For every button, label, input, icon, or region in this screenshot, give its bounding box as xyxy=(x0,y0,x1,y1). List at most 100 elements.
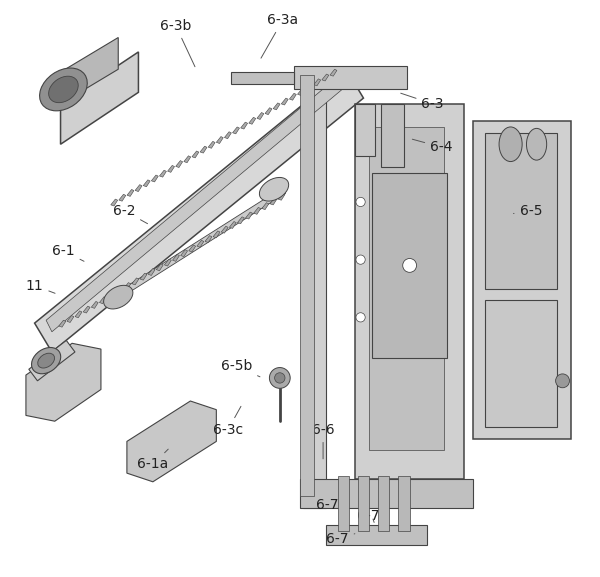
Ellipse shape xyxy=(49,76,78,103)
Polygon shape xyxy=(278,193,285,200)
Text: 6-5: 6-5 xyxy=(514,204,542,218)
Polygon shape xyxy=(273,103,280,110)
Polygon shape xyxy=(61,38,118,104)
Polygon shape xyxy=(29,340,75,381)
Polygon shape xyxy=(164,259,172,266)
Text: 6-7b: 6-7b xyxy=(316,498,347,517)
Polygon shape xyxy=(289,93,296,100)
Polygon shape xyxy=(26,343,101,421)
Polygon shape xyxy=(208,141,215,148)
Polygon shape xyxy=(83,306,90,313)
Polygon shape xyxy=(119,194,126,201)
Polygon shape xyxy=(184,156,191,163)
Polygon shape xyxy=(241,122,248,129)
Polygon shape xyxy=(132,278,139,285)
Polygon shape xyxy=(303,69,326,508)
Polygon shape xyxy=(181,250,188,257)
Text: 6-3c: 6-3c xyxy=(213,406,243,437)
Ellipse shape xyxy=(104,286,133,309)
Polygon shape xyxy=(46,72,349,332)
Polygon shape xyxy=(224,132,232,138)
Polygon shape xyxy=(217,137,223,144)
Polygon shape xyxy=(305,84,313,91)
Polygon shape xyxy=(189,245,196,252)
Polygon shape xyxy=(151,175,158,182)
Polygon shape xyxy=(281,98,288,105)
Ellipse shape xyxy=(499,127,522,162)
Circle shape xyxy=(356,197,365,207)
Polygon shape xyxy=(221,226,228,233)
Polygon shape xyxy=(300,479,473,508)
Polygon shape xyxy=(124,283,131,290)
Polygon shape xyxy=(298,88,304,95)
Polygon shape xyxy=(167,166,175,173)
Polygon shape xyxy=(233,127,239,134)
Polygon shape xyxy=(61,52,139,144)
Polygon shape xyxy=(197,240,204,247)
Text: 6-3a: 6-3a xyxy=(261,13,298,58)
Ellipse shape xyxy=(38,353,55,368)
Text: 6-4: 6-4 xyxy=(412,139,452,154)
Polygon shape xyxy=(35,69,364,352)
Polygon shape xyxy=(314,79,320,86)
Circle shape xyxy=(356,255,365,264)
Polygon shape xyxy=(75,311,82,318)
Polygon shape xyxy=(322,74,329,81)
Circle shape xyxy=(356,313,365,322)
Polygon shape xyxy=(231,72,294,84)
Polygon shape xyxy=(245,212,253,219)
Text: 6-2: 6-2 xyxy=(113,204,148,224)
Polygon shape xyxy=(381,104,404,167)
Polygon shape xyxy=(330,69,337,76)
Circle shape xyxy=(556,374,569,388)
Polygon shape xyxy=(91,301,98,308)
Ellipse shape xyxy=(526,129,547,160)
Polygon shape xyxy=(358,476,369,531)
Ellipse shape xyxy=(259,178,289,201)
Polygon shape xyxy=(116,287,122,294)
Text: 6-3b: 6-3b xyxy=(160,19,195,67)
Polygon shape xyxy=(140,273,147,280)
Polygon shape xyxy=(176,160,182,167)
Polygon shape xyxy=(485,133,557,288)
Polygon shape xyxy=(294,66,407,89)
Polygon shape xyxy=(192,151,199,158)
Polygon shape xyxy=(473,121,571,439)
Polygon shape xyxy=(148,268,155,275)
Text: 7: 7 xyxy=(97,83,106,96)
Polygon shape xyxy=(173,254,179,261)
Text: 6-1a: 6-1a xyxy=(137,449,169,471)
Polygon shape xyxy=(238,217,244,224)
Polygon shape xyxy=(127,189,134,196)
Text: 6-5b: 6-5b xyxy=(221,359,260,377)
Polygon shape xyxy=(300,75,314,496)
Polygon shape xyxy=(257,113,264,119)
Polygon shape xyxy=(135,185,142,192)
Polygon shape xyxy=(127,401,217,482)
Polygon shape xyxy=(254,207,260,214)
Polygon shape xyxy=(107,292,115,299)
Polygon shape xyxy=(111,199,118,206)
Polygon shape xyxy=(205,235,212,242)
Polygon shape xyxy=(156,264,163,271)
Circle shape xyxy=(275,373,285,383)
Polygon shape xyxy=(200,146,207,153)
Polygon shape xyxy=(369,127,444,450)
Text: 6-3: 6-3 xyxy=(401,93,444,111)
Polygon shape xyxy=(100,297,106,304)
Polygon shape xyxy=(355,104,375,156)
Text: 6-7a: 6-7a xyxy=(356,509,388,523)
Polygon shape xyxy=(265,108,272,115)
Polygon shape xyxy=(270,198,277,205)
Polygon shape xyxy=(485,300,557,427)
Polygon shape xyxy=(110,188,286,303)
Polygon shape xyxy=(262,203,269,209)
Polygon shape xyxy=(372,173,447,358)
Polygon shape xyxy=(326,525,427,545)
Polygon shape xyxy=(59,320,66,327)
Polygon shape xyxy=(355,104,464,479)
Text: 6-6: 6-6 xyxy=(312,423,334,459)
Polygon shape xyxy=(143,180,150,187)
Polygon shape xyxy=(338,476,349,531)
Text: 6-1: 6-1 xyxy=(52,244,84,261)
